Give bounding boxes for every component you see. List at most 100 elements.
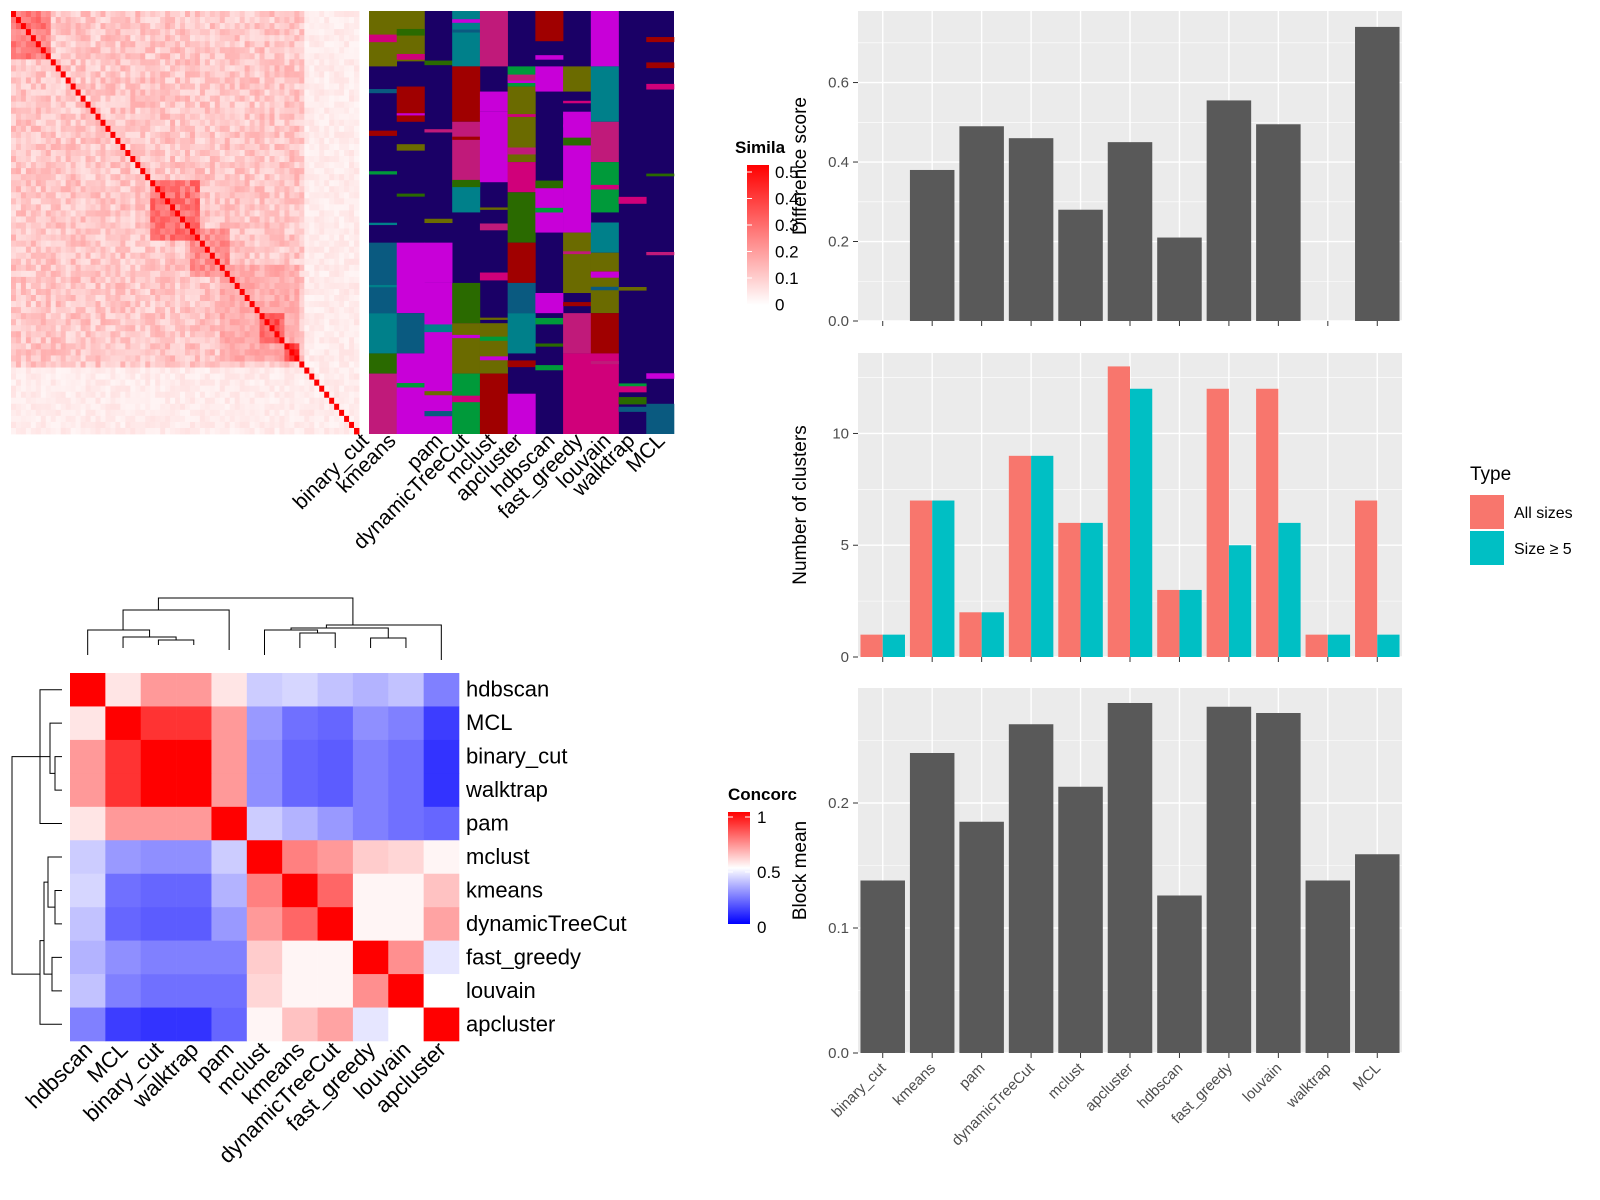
similarity-cell	[25, 119, 32, 127]
similarity-cell	[115, 397, 121, 405]
similarity-cell	[105, 276, 111, 284]
similarity-cell	[60, 228, 67, 235]
similarity-cell	[45, 71, 52, 78]
similarity-cell	[209, 53, 216, 60]
similarity-cell	[60, 119, 67, 127]
similarity-cell	[180, 234, 186, 242]
similarity-cell	[244, 361, 251, 368]
similarity-cell	[185, 307, 191, 314]
similarity-cell	[125, 41, 131, 48]
similarity-cell	[65, 210, 72, 217]
similarity-cell	[140, 137, 146, 145]
similarity-cell	[224, 168, 231, 175]
similarity-cell	[339, 421, 345, 429]
similarity-cell	[354, 282, 360, 290]
similarity-cell	[344, 252, 350, 260]
similarity-cell	[324, 264, 330, 272]
similarity-cell	[279, 131, 285, 139]
similarity-cell	[30, 270, 37, 278]
similarity-cell	[309, 421, 315, 429]
similarity-cell	[11, 41, 17, 48]
similarity-cell	[135, 331, 141, 338]
similarity-cell	[339, 101, 345, 109]
similarity-cell	[30, 325, 37, 332]
similarity-cell	[194, 131, 201, 139]
similarity-cell	[354, 35, 360, 42]
similarity-cell	[324, 313, 330, 320]
similarity-cell	[110, 391, 116, 399]
similarity-cell	[274, 313, 280, 320]
similarity-cell	[259, 258, 265, 266]
similarity-cell	[204, 174, 211, 181]
similarity-cell	[339, 149, 345, 157]
similarity-cell	[50, 17, 57, 24]
similarity-cell	[25, 101, 32, 109]
similarity-cell	[214, 409, 221, 417]
cluster-stripe	[452, 136, 481, 140]
similarity-cell	[170, 143, 176, 151]
similarity-cell	[299, 264, 305, 272]
similarity-cell	[180, 325, 186, 332]
similarity-cell	[294, 397, 300, 405]
similarity-cell	[239, 222, 246, 229]
similarity-cell	[279, 53, 285, 60]
similarity-cell	[234, 59, 241, 66]
similarity-cell	[244, 53, 251, 60]
similarity-cell	[115, 301, 121, 308]
similarity-cell	[284, 307, 290, 314]
similarity-cell	[329, 143, 335, 151]
similarity-cell	[189, 391, 196, 399]
similarity-cell	[259, 361, 265, 368]
similarity-cell	[100, 119, 106, 127]
similarity-cell	[115, 174, 121, 181]
similarity-cell	[254, 17, 260, 24]
similarity-cell	[135, 29, 141, 36]
similarity-cell	[20, 228, 27, 235]
similarity-cell	[214, 156, 221, 163]
similarity-cell	[170, 65, 176, 72]
similarity-cell	[354, 83, 360, 90]
similarity-cell	[30, 240, 37, 248]
similarity-cell	[354, 246, 360, 254]
similarity-cell	[50, 95, 57, 103]
similarity-cell	[45, 174, 52, 181]
similarity-cell	[60, 53, 67, 60]
similarity-cell	[20, 137, 27, 145]
similarity-cell	[324, 180, 330, 187]
similarity-cell	[170, 149, 176, 157]
similarity-cell	[80, 264, 86, 272]
similarity-cell	[199, 95, 206, 103]
similarity-cell	[309, 325, 315, 332]
similarity-cell	[234, 264, 241, 272]
similarity-cell	[110, 11, 116, 18]
similarity-cell	[344, 373, 350, 381]
similarity-cell	[30, 373, 37, 381]
similarity-cell	[135, 137, 141, 145]
similarity-cell	[329, 17, 335, 24]
similarity-cell	[95, 421, 101, 429]
similarity-cell	[349, 53, 355, 60]
similarity-cell	[319, 264, 325, 272]
similarity-cell	[349, 391, 355, 399]
similarity-cell	[309, 65, 315, 72]
similarity-cell	[15, 331, 22, 338]
similarity-cell	[180, 198, 186, 205]
similarity-cell	[15, 264, 22, 272]
similarity-cell	[324, 101, 330, 109]
similarity-cell	[175, 295, 181, 302]
similarity-cell	[120, 295, 126, 302]
similarity-cell	[339, 35, 345, 42]
similarity-cell	[45, 53, 52, 60]
similarity-cell	[224, 23, 231, 30]
similarity-cell	[95, 149, 101, 157]
similarity-cell	[15, 35, 22, 42]
similarity-cell	[344, 198, 350, 205]
cluster-block	[590, 11, 619, 67]
similarity-cell	[30, 301, 37, 308]
similarity-cell	[65, 168, 72, 175]
similarity-cell	[289, 373, 295, 381]
similarity-cell	[194, 222, 201, 229]
similarity-cell	[75, 313, 81, 320]
similarity-cell	[110, 307, 116, 314]
similarity-cell	[224, 35, 231, 42]
